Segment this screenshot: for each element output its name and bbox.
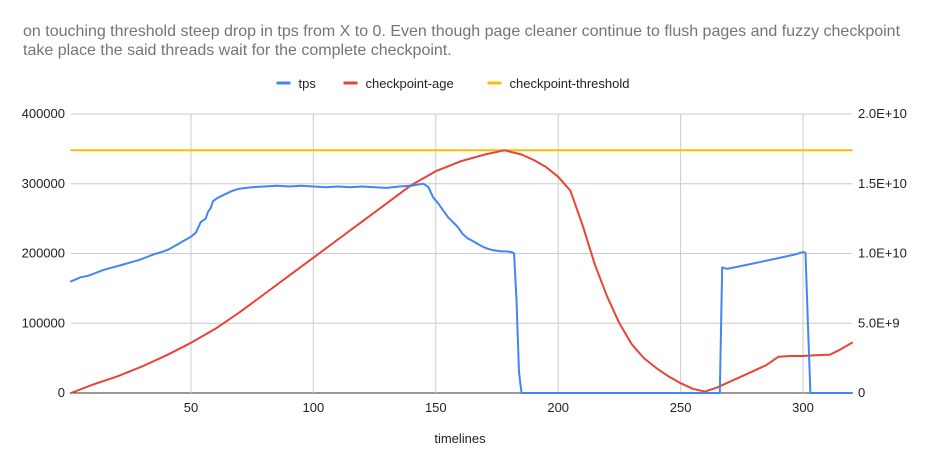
x-tick-label: 100 [303, 400, 325, 415]
y-right-tick-label: 1.5E+10 [858, 176, 907, 191]
grid-lines [71, 113, 852, 394]
x-tick-label: 300 [792, 400, 814, 415]
y-right-tick-label: 1.0E+10 [858, 246, 907, 261]
x-tick-label: 50 [184, 400, 198, 415]
legend-item-checkpoint-age[interactable]: checkpoint-age [343, 76, 454, 91]
y-left-tick-label: 100000 [22, 315, 65, 330]
series-line-tps [70, 182, 853, 394]
chart-title: on touching threshold steep drop in tps … [23, 23, 901, 59]
x-tick-label: 250 [670, 400, 692, 415]
legend-item-tps[interactable]: tps [276, 76, 317, 91]
y-left-tick-label: 200000 [22, 246, 65, 261]
y-right-tick-label: 5.0E+9 [858, 315, 900, 330]
x-axis-title: timelines [434, 431, 486, 446]
series-line-checkpoint-age [70, 149, 853, 394]
legend: tps checkpoint-age checkpoint-threshold [276, 76, 630, 91]
x-tick-label: 200 [547, 400, 569, 415]
series-lines [70, 149, 853, 394]
legend-label: checkpoint-age [366, 76, 454, 91]
legend-label: checkpoint-threshold [510, 76, 630, 91]
y-right-tick-label: 0 [858, 385, 865, 400]
y-left-tick-label: 0 [58, 385, 65, 400]
axis-labels: 0 100000 200000 300000 400000 0 5.0E+9 1.0E+10 1… [22, 106, 907, 415]
y-left-tick-label: 300000 [22, 176, 65, 191]
legend-label: tps [299, 76, 317, 91]
y-left-tick-label: 400000 [22, 106, 65, 121]
x-tick-label: 150 [425, 400, 447, 415]
y-right-tick-label: 2.0E+10 [858, 106, 907, 121]
legend-item-checkpoint-threshold[interactable]: checkpoint-threshold [487, 76, 630, 91]
